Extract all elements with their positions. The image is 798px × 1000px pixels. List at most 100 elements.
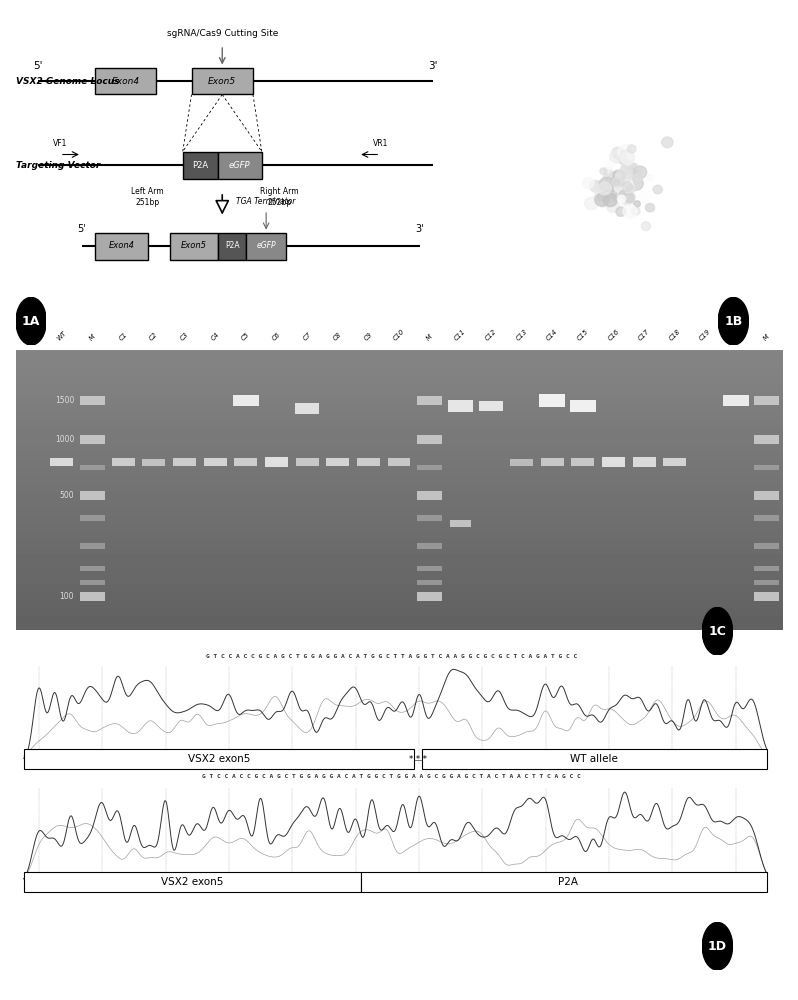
Bar xyxy=(417,580,442,585)
Text: 1000: 1000 xyxy=(55,435,74,444)
Text: C1: C1 xyxy=(118,331,128,342)
Circle shape xyxy=(616,169,632,183)
Text: Exon4: Exon4 xyxy=(109,241,134,250)
Text: C5: C5 xyxy=(240,331,251,342)
Text: 1500: 1500 xyxy=(55,396,74,405)
Text: C4: C4 xyxy=(210,331,220,342)
Circle shape xyxy=(606,199,613,205)
Circle shape xyxy=(590,180,602,192)
Bar xyxy=(326,458,350,466)
Circle shape xyxy=(603,193,618,207)
Bar xyxy=(417,515,442,521)
Bar xyxy=(449,520,471,527)
Circle shape xyxy=(606,200,619,212)
Circle shape xyxy=(583,177,594,188)
Circle shape xyxy=(620,192,634,205)
Text: 3': 3' xyxy=(416,225,424,234)
Text: eGFP: eGFP xyxy=(256,241,276,250)
FancyBboxPatch shape xyxy=(361,872,767,892)
Text: C11: C11 xyxy=(453,328,467,342)
Circle shape xyxy=(625,167,635,177)
Bar xyxy=(357,458,380,466)
FancyBboxPatch shape xyxy=(192,68,253,95)
FancyBboxPatch shape xyxy=(170,232,218,259)
Text: C12: C12 xyxy=(484,328,498,342)
Bar xyxy=(173,458,196,466)
Circle shape xyxy=(623,205,638,218)
Text: Exon5: Exon5 xyxy=(208,77,236,86)
Circle shape xyxy=(627,152,635,160)
Circle shape xyxy=(618,155,629,164)
Circle shape xyxy=(610,182,621,191)
Bar xyxy=(417,566,442,571)
Circle shape xyxy=(610,171,622,183)
Text: sgRNA/Cas9 Cutting Site: sgRNA/Cas9 Cutting Site xyxy=(167,28,278,37)
Bar xyxy=(539,394,565,407)
Bar xyxy=(81,515,105,521)
Circle shape xyxy=(591,185,600,193)
Bar xyxy=(448,400,472,412)
Bar xyxy=(754,396,779,405)
Text: Right Arm
252bp: Right Arm 252bp xyxy=(260,188,298,207)
Circle shape xyxy=(618,191,626,200)
Circle shape xyxy=(620,174,632,185)
Text: C18: C18 xyxy=(668,328,681,342)
Text: P2A: P2A xyxy=(192,160,208,169)
Circle shape xyxy=(622,160,633,170)
FancyBboxPatch shape xyxy=(95,232,148,259)
Bar xyxy=(571,458,595,466)
Text: C7: C7 xyxy=(302,331,312,342)
Bar xyxy=(81,580,105,585)
Bar xyxy=(265,457,288,467)
Circle shape xyxy=(585,197,598,210)
Bar xyxy=(388,458,410,466)
Text: 500: 500 xyxy=(60,491,74,500)
Bar xyxy=(663,458,686,466)
Circle shape xyxy=(606,191,618,202)
Text: VR1: VR1 xyxy=(373,139,388,148)
Text: P2A: P2A xyxy=(225,241,239,250)
Bar xyxy=(417,592,442,601)
Bar xyxy=(81,592,105,601)
Circle shape xyxy=(16,297,46,345)
Circle shape xyxy=(633,171,639,177)
Bar xyxy=(417,396,442,405)
Text: C6: C6 xyxy=(271,331,282,342)
Circle shape xyxy=(612,185,627,200)
Bar xyxy=(754,566,779,571)
Circle shape xyxy=(612,177,623,187)
Circle shape xyxy=(626,185,634,193)
Text: TGA Terminator: TGA Terminator xyxy=(236,196,296,206)
Bar xyxy=(754,543,779,549)
Circle shape xyxy=(613,170,625,181)
Circle shape xyxy=(599,177,614,192)
Text: C16: C16 xyxy=(606,328,620,342)
Circle shape xyxy=(634,173,643,181)
Text: 3': 3' xyxy=(429,61,437,71)
Circle shape xyxy=(662,137,673,148)
Text: WT: WT xyxy=(56,330,68,342)
Circle shape xyxy=(598,182,611,195)
Text: C20: C20 xyxy=(729,328,743,342)
Circle shape xyxy=(653,185,662,194)
Circle shape xyxy=(600,168,606,174)
Text: C17: C17 xyxy=(638,328,651,342)
Circle shape xyxy=(604,181,610,187)
Text: 100: 100 xyxy=(60,592,74,601)
Bar xyxy=(81,396,105,405)
Bar xyxy=(417,491,442,500)
Circle shape xyxy=(603,174,609,179)
Bar xyxy=(81,491,105,500)
Circle shape xyxy=(634,166,646,178)
FancyBboxPatch shape xyxy=(422,749,767,769)
Text: VF1: VF1 xyxy=(53,139,67,148)
Text: C10: C10 xyxy=(393,328,405,342)
Bar xyxy=(81,435,105,444)
Bar xyxy=(203,458,227,466)
FancyBboxPatch shape xyxy=(24,872,361,892)
Circle shape xyxy=(627,145,636,153)
Circle shape xyxy=(625,177,640,191)
Bar xyxy=(142,458,165,466)
Circle shape xyxy=(617,192,624,199)
Circle shape xyxy=(618,195,626,203)
